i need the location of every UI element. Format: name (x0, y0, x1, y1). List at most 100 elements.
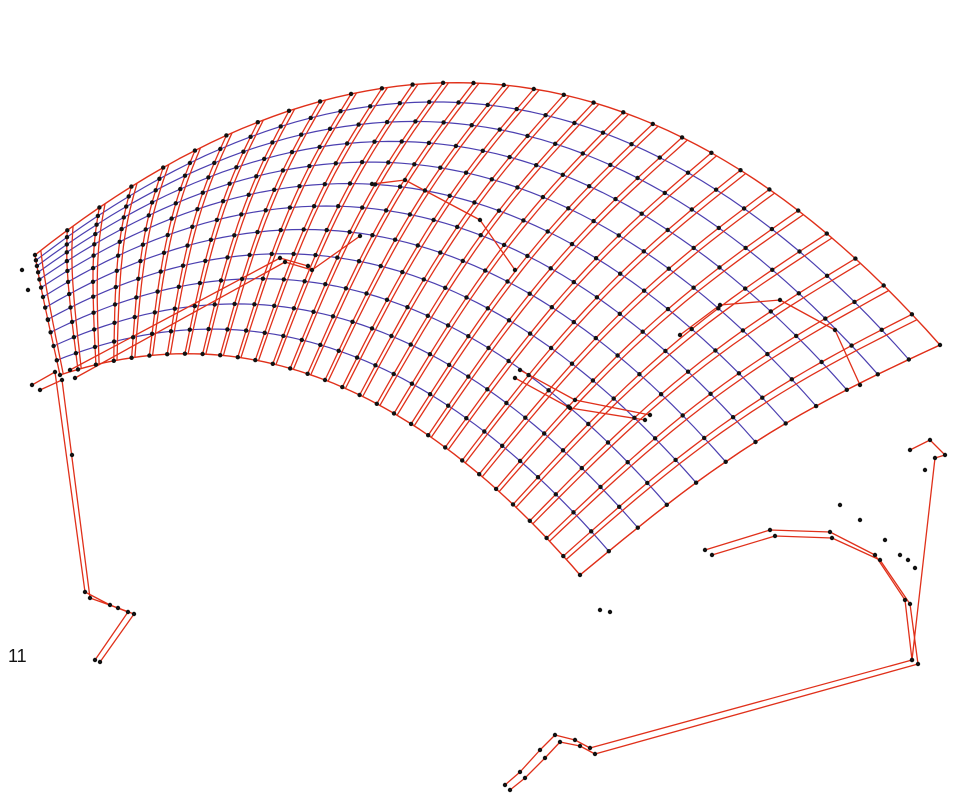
joint-node (426, 433, 431, 438)
rib-line (169, 132, 233, 355)
joint-node (212, 302, 217, 307)
joint-node (138, 258, 143, 264)
joint-node (269, 251, 274, 257)
joint-node (566, 206, 571, 211)
joint-node (427, 352, 433, 357)
joint-node (743, 286, 748, 291)
joint-node (500, 443, 505, 448)
joint-node (165, 352, 170, 357)
joint-node (357, 233, 363, 239)
joint-node (579, 465, 584, 471)
joint-node (844, 387, 849, 392)
joint-node (446, 403, 451, 408)
joint-node (877, 557, 883, 563)
joint-node (517, 458, 523, 464)
joint-node (45, 317, 51, 323)
joint-node (716, 306, 721, 311)
joint-node (427, 392, 433, 397)
joint-node (469, 123, 474, 128)
joint-node (67, 367, 73, 373)
joint-node (691, 285, 696, 290)
joint-node (425, 313, 430, 318)
joint-node (546, 388, 551, 393)
joint-node (409, 381, 415, 386)
joint-node (415, 243, 420, 248)
joint-node (617, 504, 622, 509)
joint-node (232, 301, 237, 307)
rib-line (96, 203, 106, 364)
joint-node (709, 150, 714, 155)
joint-node (857, 517, 863, 523)
joint-node (270, 361, 275, 366)
joint-node (645, 480, 650, 486)
joint-node (909, 657, 915, 663)
joint-node (527, 291, 532, 296)
joint-node (402, 177, 408, 183)
joint-node (48, 330, 53, 335)
joint-node (738, 168, 743, 173)
joint-node (287, 205, 293, 210)
joint-node (702, 547, 708, 553)
joint-node (372, 139, 377, 144)
joint-node (149, 200, 155, 205)
joint-node (389, 333, 394, 339)
joint-node (535, 475, 541, 480)
joint-node (767, 187, 772, 192)
joint-node (92, 344, 98, 350)
joint-node (553, 141, 558, 146)
joint-node (421, 277, 426, 282)
joint-node (124, 204, 129, 209)
joint-node (248, 134, 253, 139)
joint-node (587, 184, 592, 189)
joint-node (527, 331, 533, 336)
joint-node (689, 326, 694, 332)
joint-node (853, 256, 858, 261)
joint-node (38, 285, 44, 290)
joint-node (549, 305, 554, 310)
joint-node (369, 326, 375, 331)
joint-node (408, 421, 414, 427)
joint-node (443, 445, 448, 450)
joint-node (629, 142, 634, 147)
joint-node (577, 743, 583, 749)
joint-node (723, 459, 728, 464)
joint-node (823, 316, 828, 321)
joint-node (501, 82, 506, 88)
joint-node (557, 739, 563, 745)
joint-node (348, 91, 354, 97)
joint-node (552, 732, 558, 738)
joint-node (489, 177, 494, 182)
joint-node (51, 343, 56, 349)
rib-line (222, 99, 327, 356)
joint-node (324, 227, 329, 233)
joint-node (587, 745, 593, 751)
joint-node (794, 333, 799, 339)
joint-node (767, 527, 773, 533)
rib-line (71, 225, 82, 369)
joint-node (90, 279, 96, 284)
rib-line (396, 113, 630, 416)
joint-node (155, 289, 160, 294)
rib-line (529, 258, 856, 522)
joint-node (356, 122, 361, 127)
joint-node (172, 306, 177, 311)
joint-node (113, 284, 119, 290)
joint-node (769, 226, 775, 232)
joint-node (121, 215, 127, 220)
joint-node (391, 411, 397, 416)
joint-node (73, 351, 79, 356)
joint-node (708, 391, 713, 396)
joint-node (391, 371, 396, 377)
joint-node (281, 333, 286, 339)
joint-node (872, 552, 878, 558)
joint-node (621, 110, 626, 115)
joint-node (241, 149, 246, 154)
joint-node (438, 165, 443, 170)
joint-node (486, 345, 491, 351)
joint-node (112, 320, 117, 325)
joint-node (506, 358, 511, 364)
joint-node (783, 421, 788, 426)
rib-line (116, 182, 138, 361)
joint-node (592, 751, 598, 757)
joint-node (347, 229, 352, 235)
